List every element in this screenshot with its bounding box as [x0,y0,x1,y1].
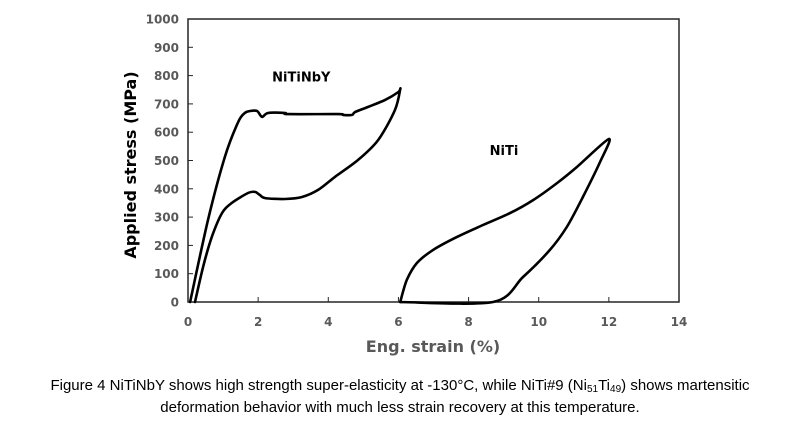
y-tick-label: 0 [171,296,179,310]
x-tick-label: 10 [530,315,547,329]
y-tick-label: 100 [154,267,179,281]
y-tick-label: 300 [154,211,179,225]
plot-area-border [187,18,680,303]
x-tick-label: 2 [254,315,262,329]
caption-ti: Ti [598,377,611,394]
y-axis-title: Applied stress (MPa) [121,71,140,258]
caption-line-1-end: ) shows martensitic [621,377,750,394]
series-label-niti: NiTi [490,144,519,159]
x-tick-label: 14 [671,315,688,329]
series-label-nitinby: NiTiNbY [272,70,331,85]
series-line-niti [398,137,611,305]
figure-caption: Figure 4 NiTiNbY shows high strength sup… [0,375,800,419]
x-tick-label: 4 [324,315,332,329]
series-line-nitinby [188,86,402,304]
x-axis-title: Eng. strain (%) [366,337,500,356]
y-tick-label: 800 [154,69,179,83]
y-tick-label: 200 [154,239,179,253]
y-tick-label: 500 [154,154,179,168]
caption-sub-51: 51 [586,384,599,395]
caption-sub-49: 49 [610,384,622,395]
y-tick-label: 700 [154,97,179,111]
y-tick-label: 900 [154,41,179,55]
caption-line-1-start: Figure 4 NiTiNbY shows high strength sup… [50,377,587,394]
stress-strain-chart: 0 2 4 6 8 10 12 14 0 100 200 300 400 500 600 700 800 900 1… [121,13,688,357]
x-tick-label: 6 [394,315,402,329]
y-tick-label: 600 [154,126,179,140]
x-tick-label: 8 [464,315,472,329]
x-tick-label: 12 [601,315,618,329]
x-tick-label: 0 [184,315,192,329]
y-tick-label: 1000 [146,13,179,27]
caption-line-1: Figure 4 NiTiNbY shows high strength sup… [0,375,800,397]
caption-line-2: deformation behavior with much less stra… [160,399,640,416]
y-tick-label: 400 [154,182,179,196]
